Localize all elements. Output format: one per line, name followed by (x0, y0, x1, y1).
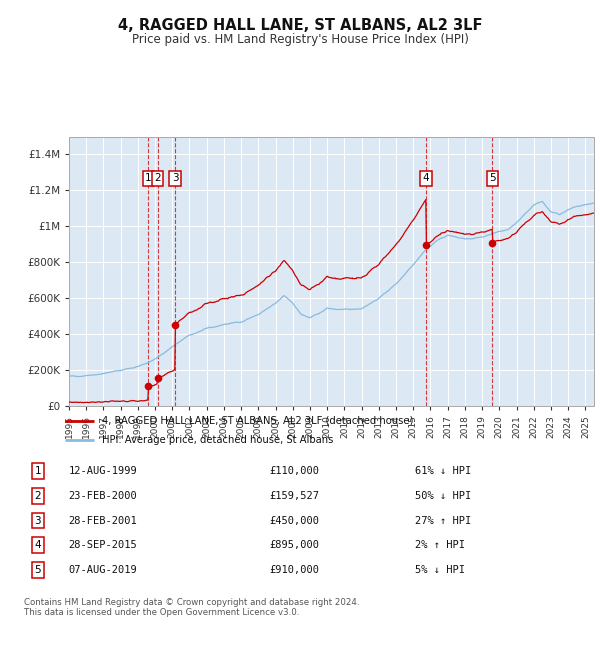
Text: 5% ↓ HPI: 5% ↓ HPI (415, 565, 464, 575)
Text: 2% ↑ HPI: 2% ↑ HPI (415, 540, 464, 550)
Text: 28-FEB-2001: 28-FEB-2001 (68, 515, 137, 525)
Text: 3: 3 (172, 174, 178, 183)
Text: 1: 1 (145, 174, 152, 183)
Text: 2: 2 (35, 491, 41, 501)
Text: 23-FEB-2000: 23-FEB-2000 (68, 491, 137, 501)
Text: £450,000: £450,000 (269, 515, 320, 525)
Text: 07-AUG-2019: 07-AUG-2019 (68, 565, 137, 575)
Text: 4: 4 (35, 540, 41, 550)
Text: 3: 3 (35, 515, 41, 525)
Text: £895,000: £895,000 (269, 540, 320, 550)
Text: £910,000: £910,000 (269, 565, 320, 575)
Text: 28-SEP-2015: 28-SEP-2015 (68, 540, 137, 550)
Text: 4, RAGGED HALL LANE, ST ALBANS, AL2 3LF (detached house): 4, RAGGED HALL LANE, ST ALBANS, AL2 3LF … (101, 416, 413, 426)
Text: 12-AUG-1999: 12-AUG-1999 (68, 467, 137, 476)
Text: £159,527: £159,527 (269, 491, 320, 501)
Text: 4, RAGGED HALL LANE, ST ALBANS, AL2 3LF: 4, RAGGED HALL LANE, ST ALBANS, AL2 3LF (118, 18, 482, 33)
Text: 2: 2 (154, 174, 161, 183)
Text: 4: 4 (423, 174, 430, 183)
Text: 27% ↑ HPI: 27% ↑ HPI (415, 515, 471, 525)
Text: £110,000: £110,000 (269, 467, 320, 476)
Text: Price paid vs. HM Land Registry's House Price Index (HPI): Price paid vs. HM Land Registry's House … (131, 32, 469, 46)
Text: 50% ↓ HPI: 50% ↓ HPI (415, 491, 471, 501)
Text: Contains HM Land Registry data © Crown copyright and database right 2024.
This d: Contains HM Land Registry data © Crown c… (24, 598, 359, 618)
Text: 5: 5 (489, 174, 496, 183)
Text: 5: 5 (35, 565, 41, 575)
Text: 1: 1 (35, 467, 41, 476)
Text: 61% ↓ HPI: 61% ↓ HPI (415, 467, 471, 476)
Text: HPI: Average price, detached house, St Albans: HPI: Average price, detached house, St A… (101, 435, 333, 445)
